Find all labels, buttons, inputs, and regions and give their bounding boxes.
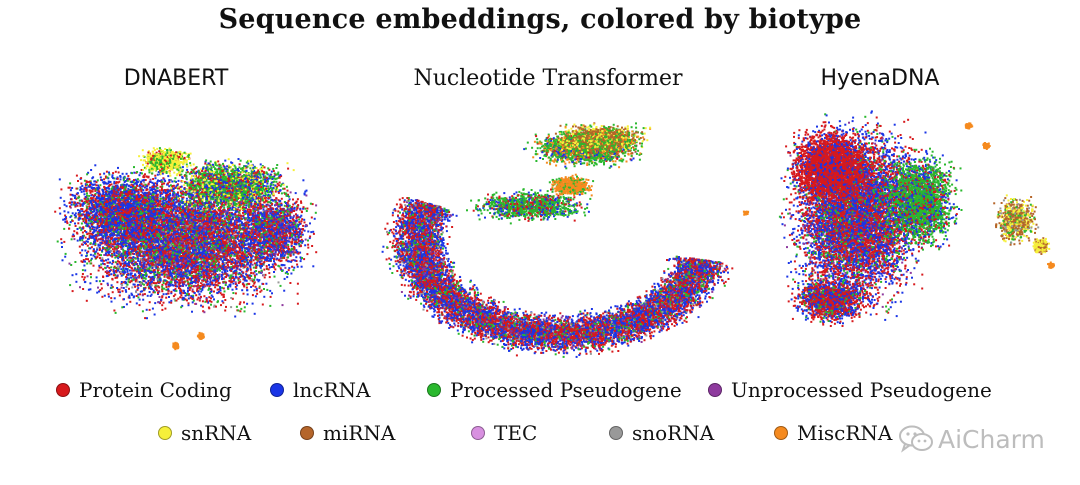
scatter-point xyxy=(271,292,273,294)
scatter-point xyxy=(155,177,157,179)
scatter-point xyxy=(84,276,86,278)
scatter-point xyxy=(235,292,237,294)
scatter-point xyxy=(266,265,268,267)
scatter-point xyxy=(61,246,63,248)
scatter-point xyxy=(72,290,74,292)
scatter-point xyxy=(173,295,175,297)
scatter-point xyxy=(253,289,255,291)
scatter-point xyxy=(108,293,110,295)
scatter-point xyxy=(129,270,131,272)
scatter-point xyxy=(164,308,166,310)
scatter-point xyxy=(98,270,100,272)
scatter-point xyxy=(65,253,67,255)
scatter-point xyxy=(174,177,176,179)
scatter-point xyxy=(81,276,83,278)
scatter-point xyxy=(97,287,99,289)
scatter-point xyxy=(244,310,246,312)
scatter-point xyxy=(253,259,255,261)
scatter-panel-dnabert xyxy=(54,147,317,350)
scatter-point xyxy=(274,276,276,278)
scatter-point xyxy=(274,268,276,270)
scatter-point xyxy=(115,312,117,314)
scatter-plots xyxy=(0,0,1080,485)
scatter-point xyxy=(283,290,285,292)
scatter-point xyxy=(239,301,241,303)
scatter-point xyxy=(223,207,225,209)
scatter-point xyxy=(149,291,151,293)
scatter-point xyxy=(131,293,133,295)
scatter-point xyxy=(127,271,129,273)
scatter-point xyxy=(200,305,202,307)
scatter-point xyxy=(159,274,161,276)
scatter-point xyxy=(208,307,210,309)
